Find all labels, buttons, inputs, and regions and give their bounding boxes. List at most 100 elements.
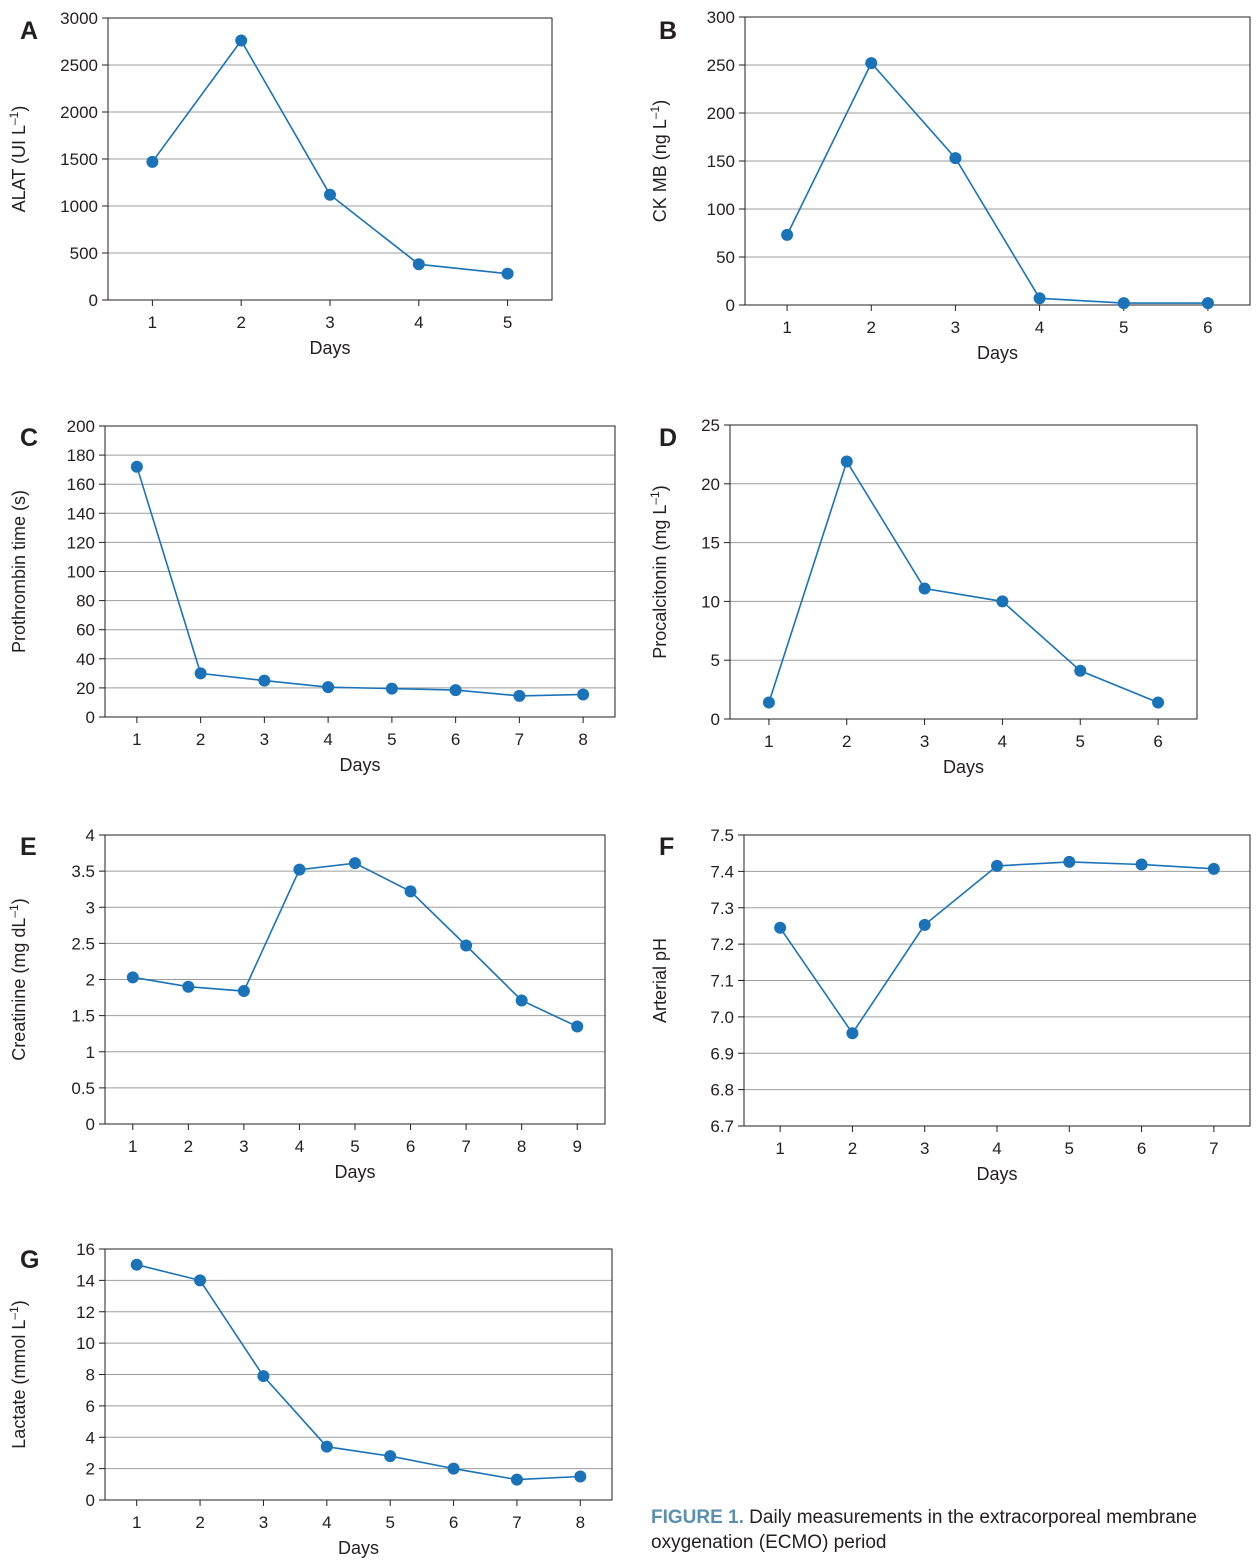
data-point (320, 1440, 333, 1453)
y-tick-label: 140 (67, 504, 95, 523)
x-tick-label: 2 (867, 318, 876, 337)
x-tick-label: 4 (323, 730, 332, 749)
x-tick-label: 3 (920, 1139, 929, 1158)
data-point (515, 994, 528, 1007)
x-tick-label: 6 (1153, 732, 1162, 751)
x-tick-label: 8 (578, 730, 587, 749)
chart-panel-b: B 0 50 100 150 200 250 300 1 2 3 4 5 6 Days CK MB (ng L… (648, 8, 1251, 363)
data-point (918, 918, 931, 931)
data-point (781, 228, 794, 241)
data-point (182, 980, 195, 993)
y-axis-label: CK MB (ng L–1) (648, 100, 670, 222)
x-tick-label: 2 (184, 1137, 193, 1156)
data-point (126, 971, 139, 984)
y-tick-label: 12 (76, 1303, 95, 1322)
data-point (1063, 855, 1076, 868)
y-tick-label: 0 (86, 708, 95, 727)
x-tick-label: 8 (576, 1513, 585, 1532)
chart-panel-e: E 0 0.5 1 1.5 2 2.5 3 3.5 4 1 2 3 4 5 6 7 8 9 Days Creatinin… (7, 826, 606, 1182)
y-tick-label: 2000 (60, 103, 98, 122)
series-line (136, 466, 584, 697)
chart-panel-d: D 0 5 10 15 20 25 1 2 3 4 5 6 Days Procalcitonin (mg L… (648, 416, 1198, 777)
data-point (918, 582, 931, 595)
y-tick-label: 6.9 (710, 1044, 734, 1063)
x-tick-label: 8 (517, 1137, 526, 1156)
x-tick-label: 1 (132, 730, 141, 749)
y-tick-label: 1.5 (71, 1007, 95, 1026)
data-point (949, 152, 962, 165)
x-tick-label: 3 (920, 732, 929, 751)
x-tick-label: 1 (775, 1139, 784, 1158)
plot-frame (729, 424, 1198, 720)
plot-frame (104, 1248, 613, 1501)
y-tick-label: 0 (726, 296, 735, 315)
y-tick-label: 4 (86, 826, 95, 845)
y-tick-label: 60 (76, 621, 95, 640)
y-tick-label: 0 (89, 291, 98, 310)
x-tick-label: 7 (515, 730, 524, 749)
y-axis-label-close: ) (650, 485, 670, 491)
x-tick-label: 6 (451, 730, 460, 749)
y-tick-label: 7.3 (710, 899, 734, 918)
data-point (991, 859, 1003, 872)
data-point (412, 258, 425, 271)
y-tick-label: 4 (86, 1428, 95, 1447)
data-point (130, 1258, 143, 1271)
chart-panel-c: C 0 20 40 60 80 100 120 140 160 180 200 1 2 3 4 5 6 7 8 Days… (9, 417, 616, 775)
y-tick-label: 0 (86, 1115, 95, 1134)
x-tick-label: 3 (951, 318, 960, 337)
y-tick-label: 160 (67, 475, 95, 494)
x-tick-label: 5 (1119, 318, 1128, 337)
y-tick-label: 1000 (60, 197, 98, 216)
x-tick-label: 9 (572, 1137, 581, 1156)
data-point (324, 188, 336, 201)
data-point (257, 1370, 270, 1383)
data-point (774, 921, 787, 934)
x-tick-label: 1 (132, 1513, 141, 1532)
panel-letter: B (659, 17, 677, 45)
series-line (151, 39, 508, 275)
y-tick-label: 14 (76, 1271, 95, 1290)
y-tick-label: 3 (86, 898, 95, 917)
data-point (571, 1020, 584, 1033)
panel-letter: G (20, 1246, 39, 1274)
y-axis-label-close: ) (9, 1300, 29, 1306)
y-tick-label: 25 (701, 416, 720, 435)
y-tick-label: 100 (707, 200, 735, 219)
series-line (136, 1263, 581, 1481)
y-tick-label: 2 (86, 971, 95, 990)
chart-panel-a: A 0 500 1000 1500 2000 2500 3000 1 2 3 4 5 Days ALAT (… (7, 9, 553, 358)
x-tick-label: 5 (1065, 1139, 1074, 1158)
y-axis-label-text: CK MB (ng L (650, 119, 670, 222)
y-axis-label-superscript: –1 (648, 105, 662, 119)
data-point (322, 681, 335, 694)
y-tick-label: 7.2 (710, 935, 734, 954)
figure-caption-label: FIGURE 1. (651, 1507, 744, 1528)
data-point (293, 863, 306, 876)
y-axis-label: Prothrombin time (s) (9, 490, 29, 653)
panel-letter: D (659, 424, 677, 452)
x-axis-label: Days (977, 343, 1018, 363)
x-axis-label: Days (338, 1538, 379, 1558)
y-axis-label: Procalcitonin (mg L–1) (648, 485, 670, 658)
x-tick-label: 1 (782, 318, 791, 337)
y-axis-label-close: ) (9, 106, 29, 112)
x-tick-label: 1 (764, 732, 773, 751)
y-axis-label-text: Arterial pH (650, 938, 670, 1023)
y-tick-label: 6 (86, 1397, 95, 1416)
x-tick-label: 4 (998, 732, 1007, 751)
x-tick-label: 5 (503, 313, 512, 332)
y-axis-label: ALAT (UI L–1) (7, 106, 29, 213)
data-point (349, 857, 361, 870)
y-axis-label-text: Creatinine (mg dL (9, 918, 29, 1061)
x-tick-label: 2 (236, 313, 245, 332)
x-tick-label: 2 (195, 1513, 204, 1532)
panel-letter: C (20, 424, 38, 452)
x-tick-label: 4 (414, 313, 423, 332)
y-tick-label: 2.5 (71, 934, 95, 953)
data-point (194, 1274, 207, 1287)
panel-letter: E (20, 833, 37, 861)
data-point (865, 57, 878, 70)
data-point (130, 460, 143, 473)
x-axis-label: Days (943, 757, 984, 777)
